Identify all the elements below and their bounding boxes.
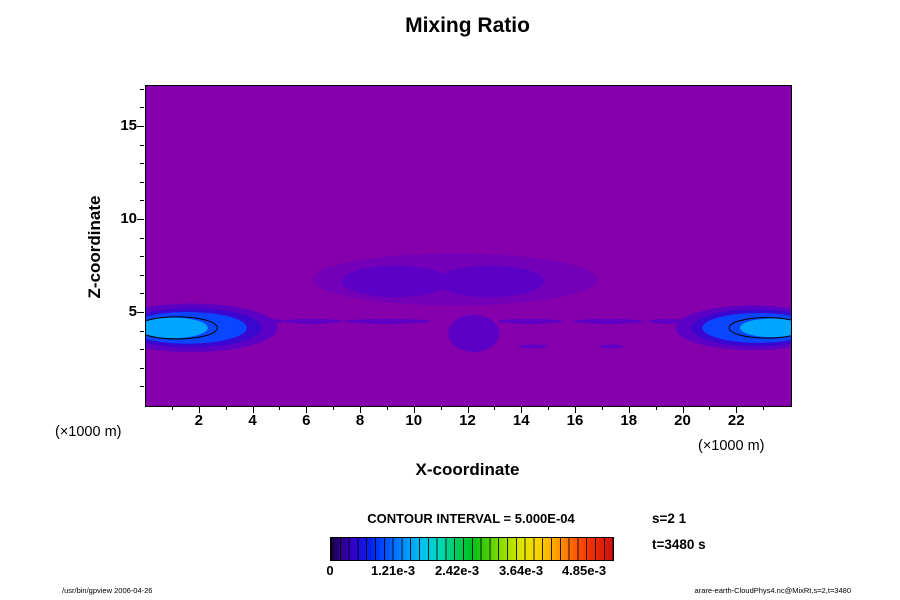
colorbar-tick-label: 2.42e-3 bbox=[434, 563, 480, 578]
z-axis-tick bbox=[140, 386, 144, 388]
z-axis-tick bbox=[140, 107, 144, 109]
footer-source: arare-earth-CloudPhys4.nc@MixRt,s=2,t=34… bbox=[694, 586, 851, 595]
x-axis-tick bbox=[494, 406, 496, 410]
field-background bbox=[146, 86, 791, 406]
contour-fill bbox=[344, 318, 431, 324]
z-axis-tick bbox=[140, 237, 144, 239]
x-axis-title: X-coordinate bbox=[415, 460, 520, 479]
z-axis-tick bbox=[140, 88, 144, 90]
x-axis-tick bbox=[198, 406, 200, 413]
z-axis-tick bbox=[140, 256, 144, 258]
x-axis-tick bbox=[682, 406, 684, 413]
colorbar-tick-label: 1.21e-3 bbox=[370, 563, 416, 578]
x-tick-label: 4 bbox=[248, 412, 257, 429]
x-axis-tick bbox=[279, 406, 281, 410]
z-tick-label: 5 bbox=[128, 302, 137, 320]
z-axis-tick bbox=[140, 367, 144, 369]
contour-fill bbox=[146, 317, 208, 339]
contour-fill bbox=[573, 318, 644, 324]
x-tick-label: 8 bbox=[355, 412, 365, 429]
x-axis-tick bbox=[386, 406, 388, 410]
x-axis-tick bbox=[763, 406, 765, 410]
contour-fill bbox=[436, 265, 544, 298]
plot-area bbox=[145, 85, 792, 407]
z-axis-unit: (×1000 m) bbox=[55, 424, 122, 440]
contour-fill bbox=[283, 318, 343, 324]
x-axis-tick bbox=[709, 406, 711, 410]
contour-fill bbox=[518, 344, 548, 349]
x-tick-label: 22 bbox=[727, 412, 745, 429]
contour-line bbox=[728, 317, 791, 339]
x-tick-label: 6 bbox=[302, 412, 311, 429]
colorbar bbox=[330, 537, 614, 561]
z-axis-tick bbox=[140, 274, 144, 276]
contour-fill bbox=[448, 314, 500, 353]
x-tick-label: 14 bbox=[512, 412, 530, 429]
x-tick-label: 12 bbox=[459, 412, 476, 429]
x-axis-tick bbox=[601, 406, 603, 410]
x-axis-tick bbox=[360, 406, 361, 413]
contour-fill bbox=[648, 318, 687, 324]
x-axis-tick bbox=[252, 406, 254, 413]
x-axis-tick bbox=[467, 406, 469, 413]
x-axis-tick bbox=[655, 406, 657, 410]
z-axis-tick bbox=[140, 181, 144, 183]
slice-annotation: s=2 1 bbox=[652, 511, 687, 526]
x-axis-tick bbox=[306, 406, 308, 413]
x-tick-label: 2 bbox=[194, 412, 203, 429]
colorbar-tick-label: 0 bbox=[326, 563, 334, 578]
z-axis-tick bbox=[140, 349, 144, 351]
contour-line bbox=[146, 316, 218, 340]
x-axis-tick bbox=[225, 406, 227, 410]
x-axis-tick bbox=[575, 406, 576, 413]
z-tick-label: 10 bbox=[120, 209, 137, 227]
contour-plot bbox=[146, 86, 791, 406]
time-annotation: t=3480 s bbox=[652, 537, 706, 552]
z-axis-tick bbox=[137, 218, 144, 220]
x-tick-label: 16 bbox=[566, 412, 584, 429]
x-axis-tick bbox=[440, 406, 442, 410]
z-axis-tick bbox=[140, 330, 144, 332]
footer-command: /usr/bin/gpview 2006-04-26 bbox=[62, 586, 153, 595]
contour-fill bbox=[342, 265, 450, 298]
colorbar-tick-label: 4.85e-3 bbox=[561, 563, 607, 578]
z-axis-tick bbox=[140, 163, 144, 165]
x-axis-tick bbox=[548, 406, 550, 410]
x-axis-tick bbox=[521, 406, 523, 413]
x-tick-label: 20 bbox=[674, 412, 691, 429]
z-axis-tick bbox=[140, 144, 144, 146]
z-axis-tick bbox=[140, 293, 144, 295]
z-axis-tick bbox=[137, 311, 144, 313]
z-axis-tick bbox=[140, 200, 144, 202]
z-axis-tick bbox=[137, 125, 144, 127]
x-axis-tick bbox=[628, 406, 630, 413]
x-axis-tick bbox=[413, 406, 415, 413]
x-tick-label: 10 bbox=[405, 412, 423, 429]
x-axis-unit: (×1000 m) bbox=[698, 438, 765, 454]
contour-interval-label: CONTOUR INTERVAL = 5.000E-04 bbox=[367, 511, 575, 526]
contour-fill bbox=[498, 318, 563, 324]
contour-fill bbox=[598, 344, 624, 349]
z-tick-label: 15 bbox=[120, 116, 137, 134]
x-axis-tick bbox=[171, 406, 173, 410]
contour-fill bbox=[739, 318, 791, 338]
x-axis-tick bbox=[333, 406, 335, 410]
chart-title: Mixing Ratio bbox=[405, 14, 530, 37]
x-tick-label: 18 bbox=[620, 412, 638, 429]
colorbar-tick-label: 3.64e-3 bbox=[498, 563, 544, 578]
x-axis-tick bbox=[736, 406, 738, 413]
